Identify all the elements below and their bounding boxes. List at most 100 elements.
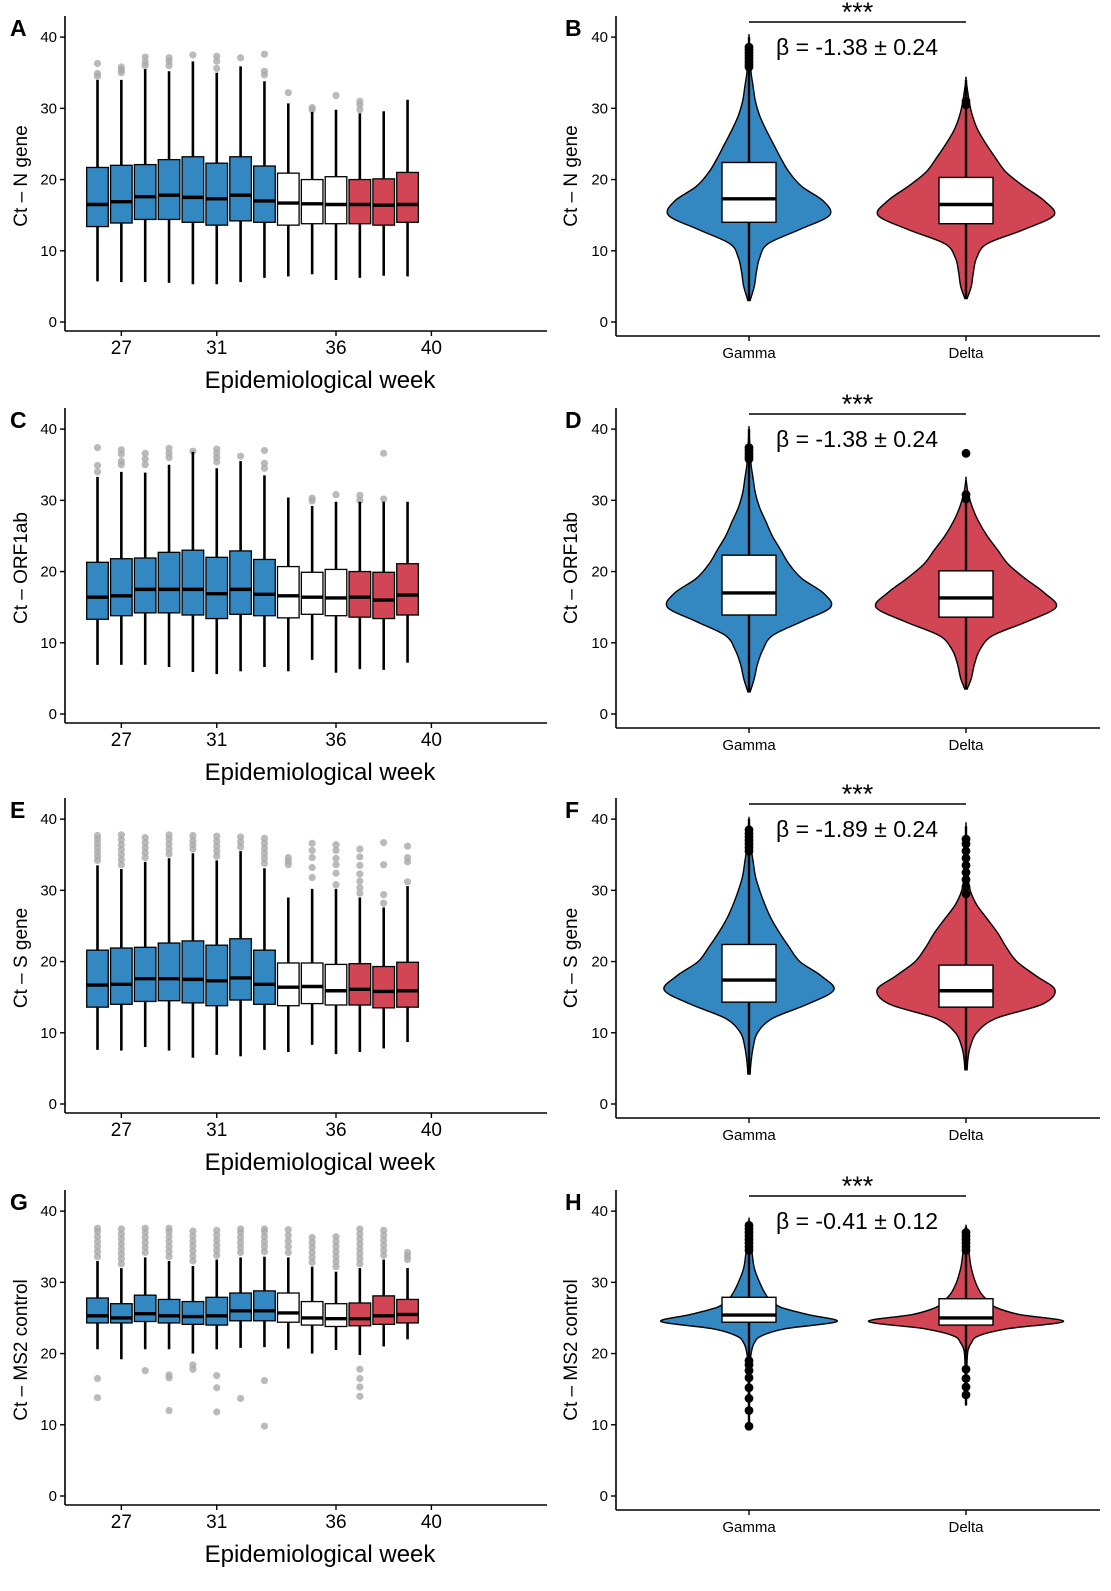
outlier-point — [961, 834, 971, 844]
outlier-point — [117, 1255, 125, 1263]
box-iqr — [157, 551, 181, 614]
outlier-point — [332, 869, 340, 877]
y-tick-label: 10 — [40, 243, 57, 260]
outlier-point — [403, 1248, 412, 1257]
outlier-point — [332, 91, 340, 100]
y-axis-title: Ct – S gene — [561, 908, 582, 1008]
box-iqr — [157, 158, 181, 221]
significance-stars: *** — [842, 0, 874, 27]
y-tick-label: 30 — [40, 882, 57, 899]
outlier-point — [189, 1247, 197, 1255]
y-axis-title: Ct – N gene — [11, 125, 32, 226]
outlier-point — [356, 1255, 364, 1263]
boxplot-panel-E: 0 10 20 30 40 27 31 36 40 Epidemiological week Ct … — [10, 797, 547, 1176]
outlier-point — [141, 53, 149, 61]
outlier-point — [356, 889, 364, 897]
outlier-point — [189, 1242, 197, 1250]
y-tick-label: 40 — [591, 1203, 608, 1220]
box-iqr — [721, 161, 777, 223]
outlier-point — [213, 52, 221, 60]
outlier-point — [93, 1248, 102, 1256]
outlier-point — [332, 846, 340, 855]
box-iqr — [372, 178, 396, 226]
box-week-28 — [133, 1257, 157, 1350]
box-week-33 — [252, 1256, 276, 1348]
box-week-39 — [396, 886, 420, 1043]
outlier-point — [961, 861, 971, 870]
violin-panel-D: 0 10 20 30 40 Gamma Delta Ct – ORF1ab D *** β = -1… — [561, 389, 1100, 754]
outlier-point — [213, 847, 221, 855]
outlier-point — [237, 54, 245, 62]
outlier-point — [356, 1392, 364, 1400]
box-week-38 — [372, 501, 396, 670]
box-iqr — [229, 1292, 253, 1322]
box-week-35 — [300, 506, 324, 660]
outlier-point — [260, 849, 269, 857]
y-tick-label: 40 — [40, 1203, 57, 1220]
outlier-point — [213, 832, 221, 840]
outlier-point — [308, 1248, 316, 1257]
outlier-point — [117, 1250, 125, 1258]
y-tick-label: 20 — [40, 564, 57, 581]
box-week-34 — [276, 1257, 300, 1349]
box-week-34 — [276, 897, 300, 1053]
outlier-point — [117, 457, 125, 465]
outlier-point — [165, 1371, 173, 1379]
box-iqr — [181, 549, 205, 616]
y-tick-label: 0 — [600, 314, 608, 331]
box-iqr — [324, 963, 348, 1006]
box-iqr — [133, 163, 157, 221]
significance-stars: *** — [842, 389, 874, 419]
outlier-point — [284, 89, 292, 97]
outlier-point — [380, 1226, 388, 1234]
box-week-36 — [324, 501, 348, 673]
box-iqr — [229, 156, 253, 222]
box-iqr — [276, 172, 300, 226]
box-week-29 — [157, 1260, 181, 1350]
outlier-point — [260, 464, 269, 472]
outlier-point — [308, 494, 316, 502]
x-tick-label: 31 — [206, 730, 227, 751]
x-category-label: Delta — [948, 1519, 984, 1536]
outlier-point — [356, 877, 364, 885]
outlier-point — [308, 863, 316, 872]
box-week-32 — [229, 1257, 253, 1348]
boxplot-panel-C: 0 10 20 30 40 27 31 36 40 Epidemiological week Ct … — [10, 407, 547, 786]
outlier-point — [189, 51, 197, 59]
outlier-point — [237, 1394, 245, 1403]
box-week-28 — [133, 472, 157, 665]
box-iqr — [721, 554, 777, 616]
outlier-point — [356, 1383, 364, 1391]
box-iqr — [300, 962, 324, 1005]
box-week-35 — [300, 888, 324, 1045]
panel-label: D — [565, 407, 582, 433]
y-tick-label: 20 — [40, 1346, 57, 1363]
outlier-point — [380, 839, 388, 847]
x-category-label: Delta — [948, 737, 984, 754]
box-iqr — [157, 942, 181, 1002]
box-iqr — [396, 961, 420, 1008]
box-week-32 — [229, 461, 253, 672]
outlier-point — [961, 1228, 971, 1237]
y-tick-label: 10 — [591, 1417, 608, 1434]
outlier-point — [117, 446, 125, 454]
outlier-point — [93, 1238, 102, 1246]
outlier-point — [961, 490, 971, 500]
y-tick-label: 40 — [591, 29, 608, 46]
outlier-point — [744, 1356, 754, 1366]
x-axis-title: Epidemiological week — [205, 759, 437, 786]
outlier-point — [332, 1233, 340, 1241]
outlier-point — [213, 1408, 221, 1416]
outlier-point — [356, 106, 364, 114]
outlier-point — [308, 1258, 316, 1266]
box-week-32 — [229, 66, 253, 283]
outlier-point — [237, 833, 245, 841]
y-tick-label: 20 — [591, 172, 608, 189]
box-week-30 — [181, 1265, 205, 1354]
box-week-35 — [300, 111, 324, 275]
outlier-point — [189, 1252, 197, 1260]
box-iqr — [324, 568, 348, 617]
x-category-label: Delta — [948, 1127, 984, 1144]
outlier-point — [213, 1251, 221, 1259]
box-iqr — [205, 162, 229, 226]
